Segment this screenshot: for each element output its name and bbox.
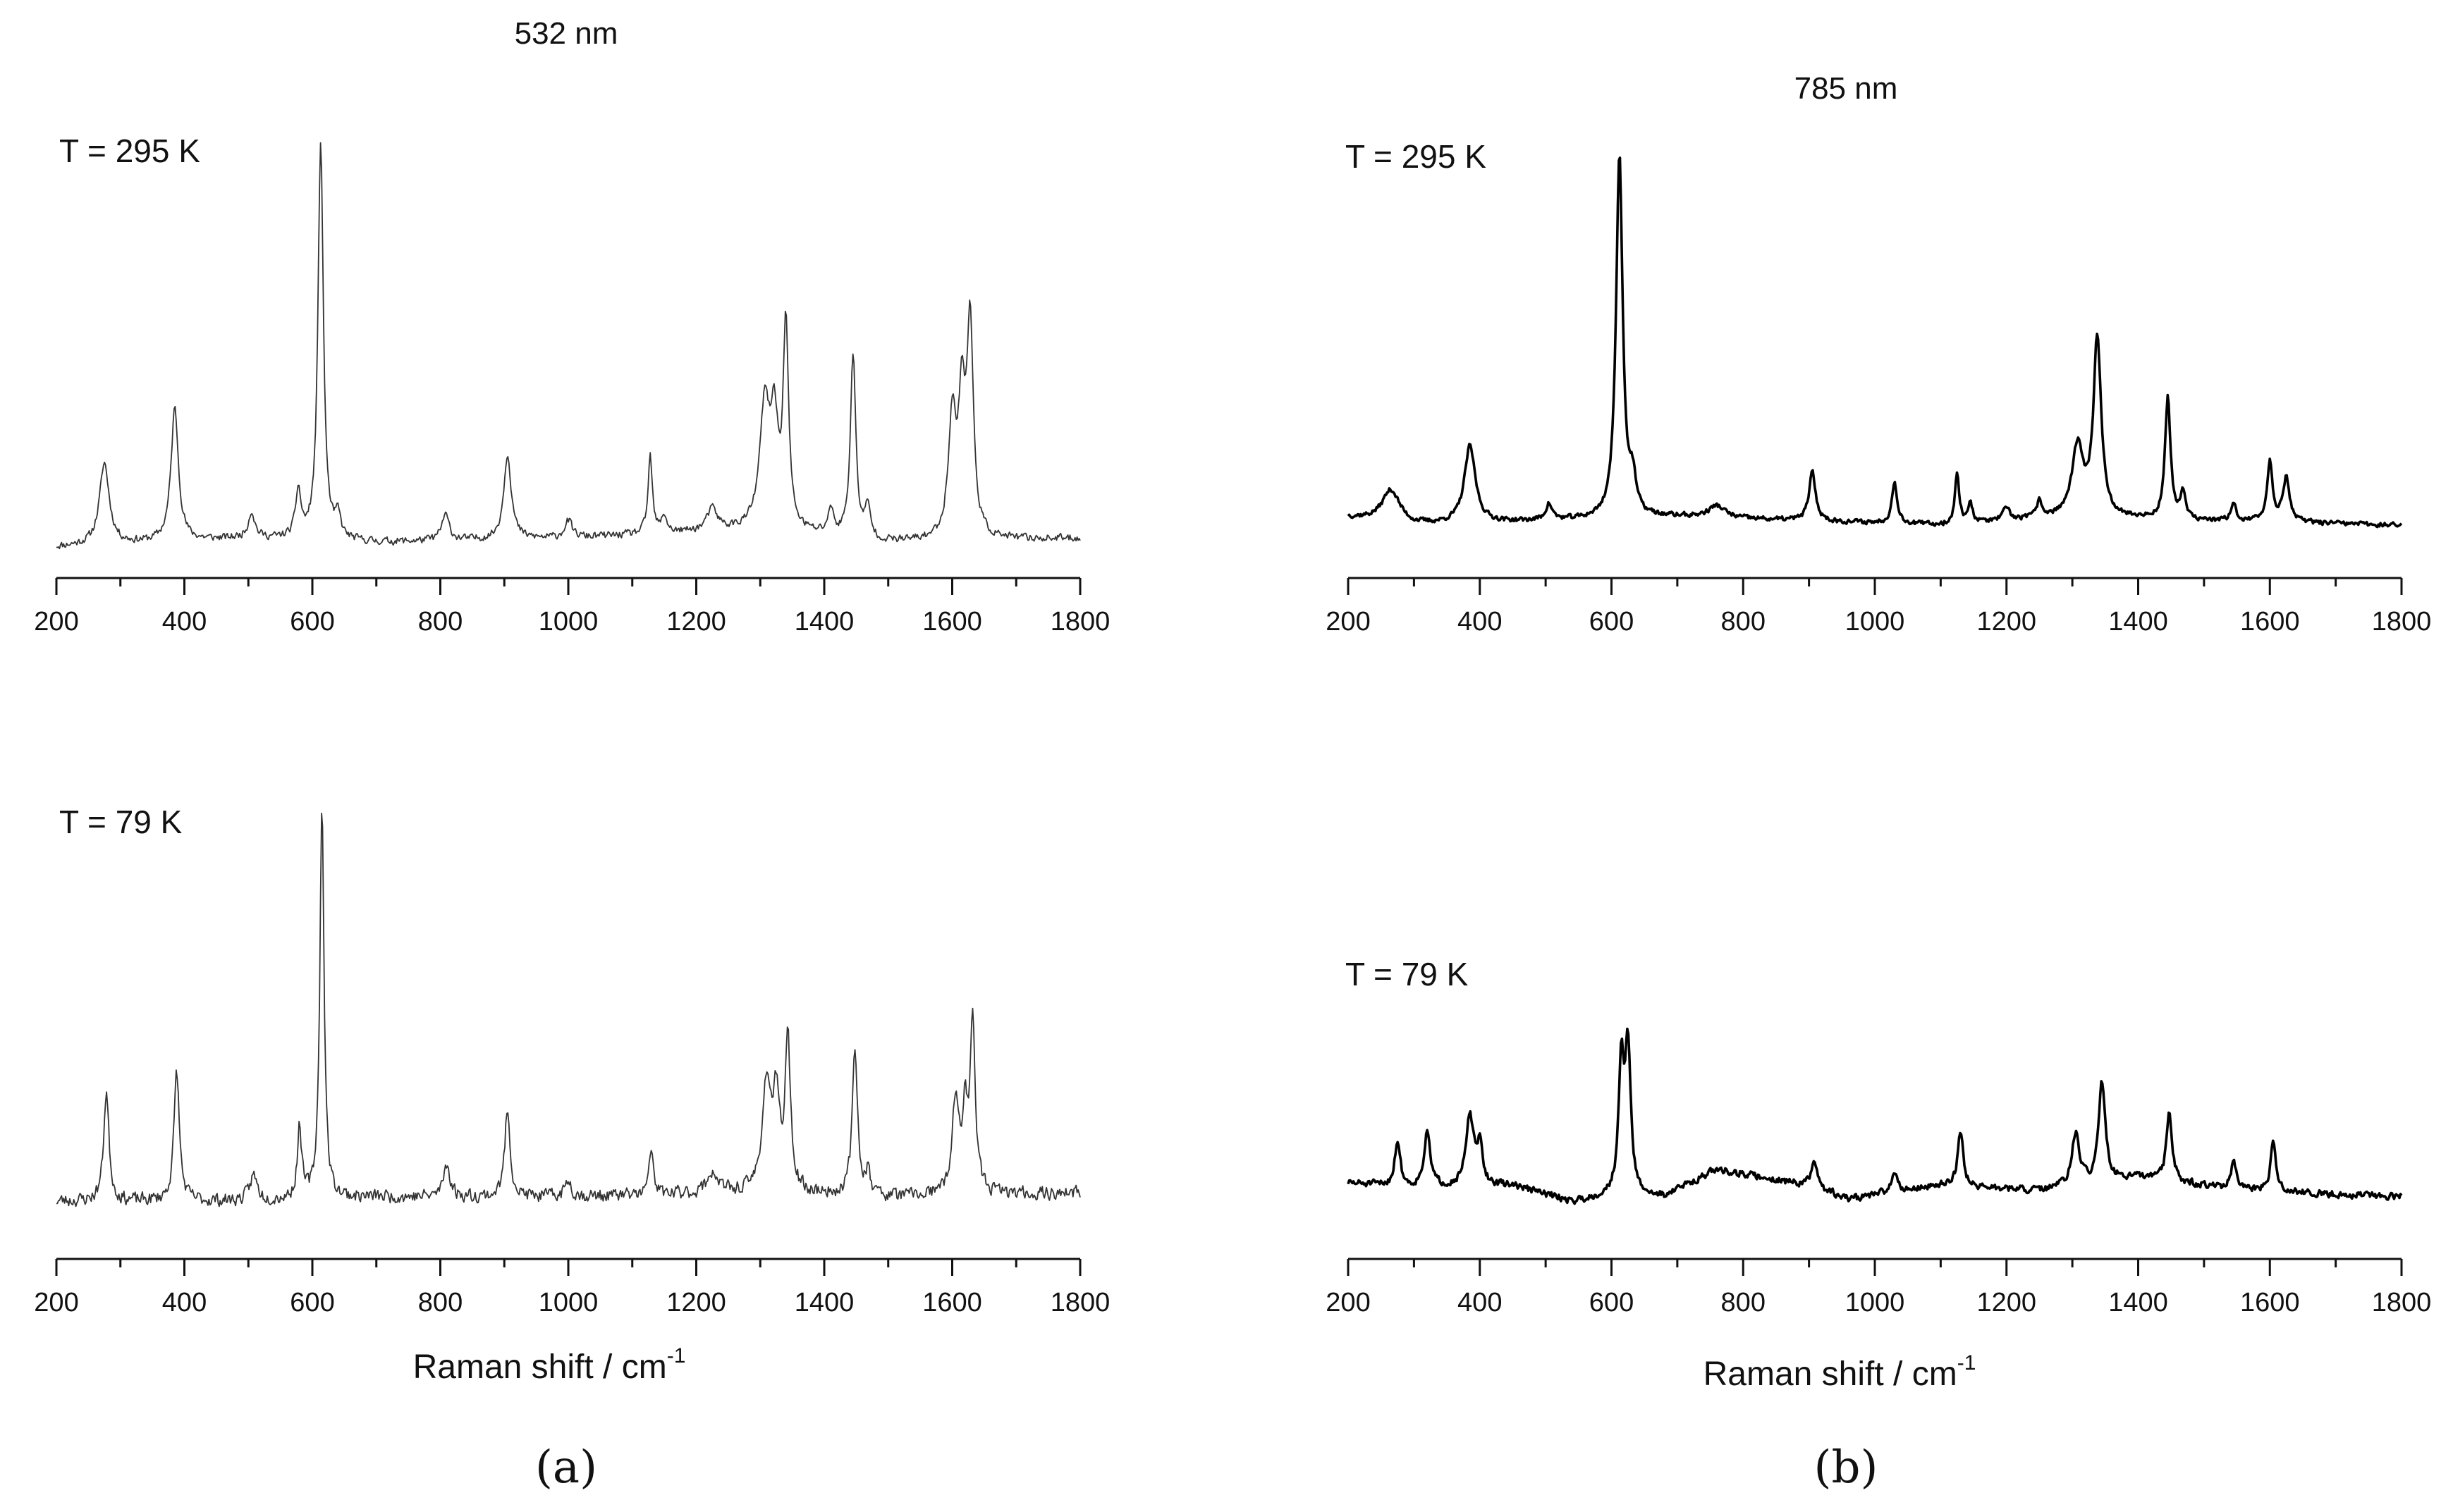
- panel-label-b: (b): [1814, 1442, 1878, 1494]
- x-tick-label: 1200: [666, 1288, 726, 1317]
- temperature-label: T = 79 K: [1345, 956, 1469, 992]
- x-tick-label: 1400: [2108, 1288, 2168, 1317]
- chart-532nm-79K: T = 79 K 200 400 600 800 1000 1200 1400 1600 180…: [34, 804, 1110, 1386]
- x-tick-label: 200: [34, 1288, 78, 1317]
- x-axis-title: Raman shift / cm-1: [413, 1344, 686, 1386]
- x-tick-label: 400: [1457, 607, 1502, 637]
- temperature-label: T = 295 K: [59, 133, 200, 169]
- x-axis-title-superscript: -1: [1957, 1351, 1976, 1375]
- x-tick-label: 600: [1589, 607, 1634, 637]
- x-tick-label: 1800: [1051, 607, 1111, 637]
- x-tick-label: 600: [290, 1288, 334, 1317]
- spectrum-line: [56, 142, 1081, 550]
- x-tick-label: 800: [418, 607, 463, 637]
- x-tick-label: 1200: [666, 607, 726, 637]
- x-tick-label: 600: [1589, 1288, 1634, 1317]
- x-tick-label: 1600: [922, 1288, 982, 1317]
- x-axis: 200 400 600 800 1000 1200 1400 1600 1800: [34, 1258, 1111, 1317]
- x-axis: 200 400 600 800 1000 1200 1400 1600 1800: [1326, 577, 2432, 637]
- x-axis-title-text: Raman shift / cm: [413, 1348, 667, 1386]
- x-tick-label: 1000: [539, 1288, 599, 1317]
- x-tick-label: 1600: [922, 607, 982, 637]
- x-tick-label: 600: [290, 607, 334, 637]
- x-tick-label: 200: [1326, 1288, 1370, 1317]
- spectrum-line: [56, 812, 1081, 1207]
- x-axis: 200 400 600 800 1000 1200 1400 1600 1800: [34, 577, 1111, 637]
- x-tick-label: 800: [1721, 607, 1766, 637]
- x-tick-label: 400: [162, 1288, 207, 1317]
- chart-532nm-295K: 532 nm T = 295 K 200 400 600 800 1000 1200 140…: [34, 16, 1110, 637]
- x-tick-label: 200: [1326, 607, 1370, 637]
- chart-title: 785 nm: [1794, 71, 1898, 106]
- x-tick-label: 1400: [2108, 607, 2168, 637]
- x-tick-label: 800: [1721, 1288, 1766, 1317]
- x-tick-label: 1400: [795, 1288, 855, 1317]
- x-axis-title: Raman shift / cm-1: [1703, 1351, 1976, 1393]
- x-tick-label: 1400: [795, 607, 855, 637]
- x-tick-label: 400: [1457, 1288, 1502, 1317]
- spectrum-line: [1347, 156, 2403, 529]
- x-axis: 200 400 600 800 1000 1200 1400 1600 1800: [1326, 1258, 2432, 1317]
- x-tick-label: 200: [34, 607, 78, 637]
- chart-785nm-79K: T = 79 K 200 400 600 800 1000 1200 1400 1600 180…: [1326, 956, 2431, 1393]
- x-tick-label: 1000: [1845, 607, 1905, 637]
- x-axis-title-superscript: -1: [667, 1344, 686, 1367]
- chart-785nm-295K: 785 nm T = 295 K 200 400 600 800 1000 1200 140…: [1326, 71, 2431, 637]
- x-tick-label: 1000: [1845, 1288, 1905, 1317]
- x-tick-label: 1200: [1976, 1288, 2036, 1317]
- x-tick-label: 1800: [2372, 607, 2432, 637]
- x-tick-label: 1600: [2240, 607, 2300, 637]
- x-tick-label: 1000: [539, 607, 599, 637]
- x-tick-label: 400: [162, 607, 207, 637]
- x-tick-label: 1800: [2372, 1288, 2432, 1317]
- x-tick-label: 1600: [2240, 1288, 2300, 1317]
- x-tick-label: 800: [418, 1288, 463, 1317]
- x-axis-title-text: Raman shift / cm: [1703, 1356, 1957, 1393]
- x-tick-label: 1800: [1051, 1288, 1111, 1317]
- temperature-label: T = 295 K: [1345, 138, 1486, 175]
- chart-title: 532 nm: [515, 16, 618, 51]
- spectrum-line: [1347, 1027, 2403, 1205]
- temperature-label: T = 79 K: [59, 804, 183, 840]
- panel-label-a: (a): [535, 1442, 597, 1494]
- x-tick-label: 1200: [1976, 607, 2036, 637]
